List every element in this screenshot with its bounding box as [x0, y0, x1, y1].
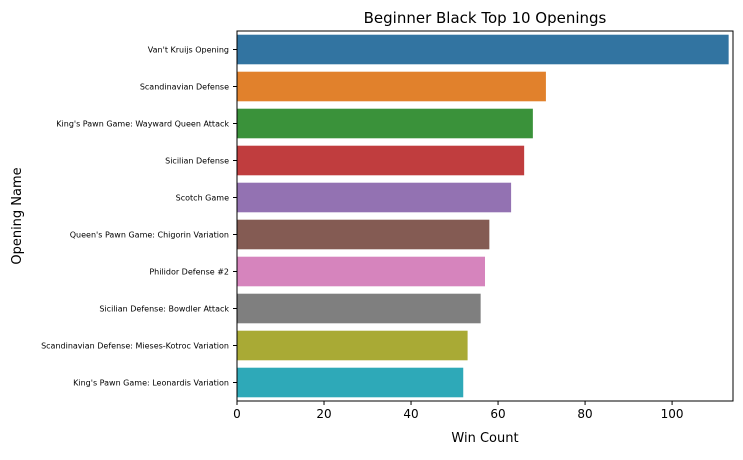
- y-tick-label: Sicilian Defense: [165, 157, 229, 166]
- bar: [237, 367, 464, 398]
- x-tick-label: 40: [403, 407, 418, 421]
- y-tick-label: Philidor Defense #2: [149, 268, 229, 277]
- x-axis-ticks: 0 20 40 60 80 100: [233, 401, 684, 421]
- y-tick-label: Scandinavian Defense: [140, 83, 229, 92]
- bar: [237, 219, 490, 250]
- y-tick-label: King's Pawn Game: Leonardis Variation: [73, 379, 229, 388]
- y-tick-label: King's Pawn Game: Wayward Queen Attack: [56, 120, 229, 129]
- bar: [237, 34, 729, 65]
- y-tick-label: Van't Kruijs Opening: [148, 46, 229, 55]
- bar: [237, 108, 533, 139]
- y-tick-label: Scotch Game: [176, 194, 229, 203]
- bar: [237, 145, 525, 176]
- bar: [237, 293, 481, 324]
- bar: [237, 71, 546, 102]
- y-tick-label: Queen's Pawn Game: Chigorin Variation: [70, 231, 229, 240]
- x-tick-label: 80: [577, 407, 592, 421]
- bar: [237, 330, 468, 361]
- y-axis-ticks: Van't Kruijs Opening Scandinavian Defense…: [41, 46, 237, 388]
- bar: [237, 182, 512, 213]
- x-tick-label: 20: [316, 407, 331, 421]
- y-tick-label: Scandinavian Defense: Mieses-Kotroc Vari…: [41, 342, 229, 351]
- x-tick-label: 0: [233, 407, 241, 421]
- y-tick-label: Sicilian Defense: Bowdler Attack: [99, 305, 229, 314]
- bar: [237, 256, 485, 287]
- x-tick-label: 100: [661, 407, 684, 421]
- bars-layer: [237, 34, 729, 398]
- x-axis-label: Win Count: [451, 431, 518, 446]
- chart-title: Beginner Black Top 10 Openings: [364, 9, 607, 27]
- plot-frame: [236, 30, 734, 402]
- y-axis-label: Opening Name: [10, 167, 25, 264]
- x-tick-label: 60: [490, 407, 505, 421]
